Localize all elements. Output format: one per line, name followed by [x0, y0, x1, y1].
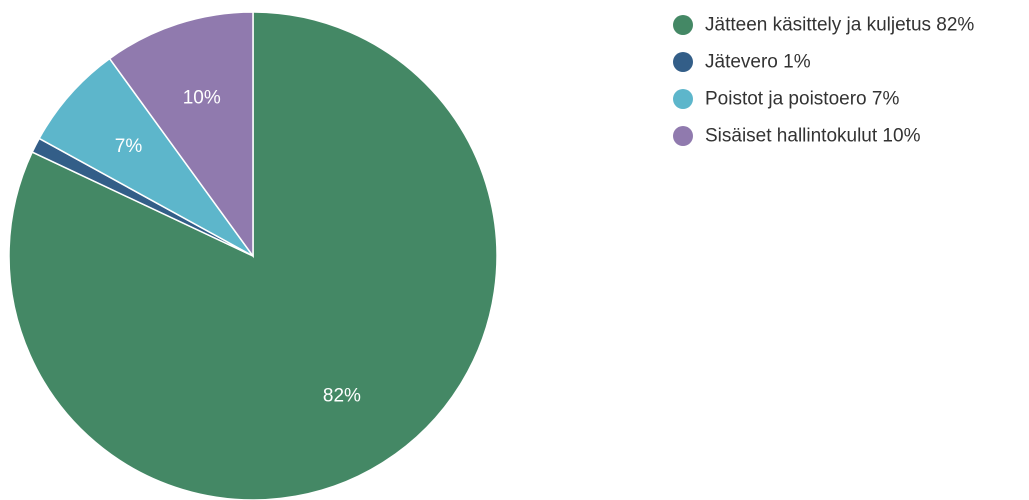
- pie-slices: [8, 11, 498, 500]
- legend-item-3: Sisäiset hallintokulut 10%: [673, 126, 921, 147]
- legend-item-1: Jätevero 1%: [673, 52, 811, 73]
- pie-slice-labels: 82% 7% 10%: [115, 88, 361, 407]
- legend-item-0: Jätteen käsittely ja kuljetus 82%: [673, 15, 974, 36]
- legend-label-2: Poistot ja poistoero 7%: [705, 89, 899, 110]
- legend-label-1: Jätevero 1%: [705, 52, 811, 73]
- legend-swatch-1: [673, 52, 693, 72]
- legend-swatch-3: [673, 126, 693, 146]
- legend-swatch-2: [673, 89, 693, 109]
- legend-swatch-0: [673, 15, 693, 35]
- legend-label-3: Sisäiset hallintokulut 10%: [705, 126, 921, 147]
- slice-label-2: 7%: [115, 136, 143, 157]
- legend-label-0: Jätteen käsittely ja kuljetus 82%: [705, 15, 974, 36]
- slice-label-3: 10%: [183, 88, 221, 109]
- slice-label-0: 82%: [323, 386, 361, 407]
- pie-slice-3: [108, 11, 254, 259]
- legend: Jätteen käsittely ja kuljetus 82% Jätever…: [673, 15, 974, 147]
- legend-item-2: Poistot ja poistoero 7%: [673, 89, 899, 110]
- pie-slice-2: [38, 57, 254, 257]
